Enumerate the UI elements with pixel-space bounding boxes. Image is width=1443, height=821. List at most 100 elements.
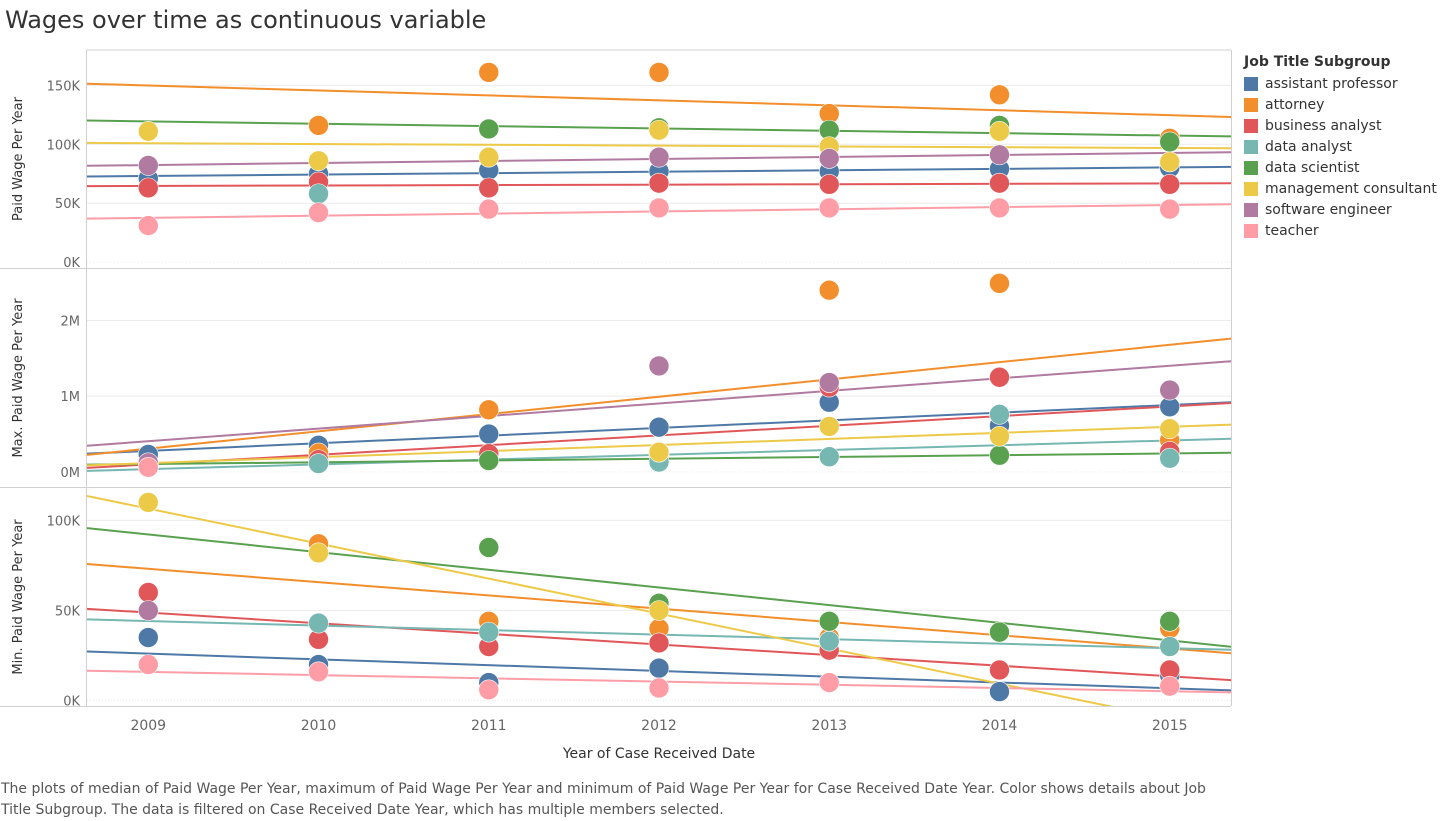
data-point[interactable] bbox=[1159, 447, 1181, 469]
data-point[interactable] bbox=[478, 423, 500, 445]
data-point[interactable] bbox=[989, 144, 1010, 166]
legend-swatch bbox=[1244, 76, 1258, 91]
data-point[interactable] bbox=[818, 279, 840, 301]
data-point[interactable] bbox=[478, 118, 500, 140]
data-point[interactable] bbox=[818, 446, 840, 468]
data-point[interactable] bbox=[818, 174, 840, 195]
data-point[interactable] bbox=[478, 399, 500, 421]
data-point[interactable] bbox=[648, 632, 670, 654]
data-point[interactable] bbox=[989, 121, 1010, 142]
x-tick-label: 2012 bbox=[641, 718, 677, 734]
data-point[interactable] bbox=[137, 600, 159, 621]
data-point[interactable] bbox=[989, 273, 1010, 294]
data-point[interactable] bbox=[1159, 675, 1181, 697]
data-point[interactable] bbox=[137, 654, 159, 675]
data-point[interactable] bbox=[818, 148, 840, 169]
trend-line bbox=[87, 360, 1231, 447]
legend-items: assistant professor attorney business anal… bbox=[1244, 73, 1440, 241]
data-point[interactable] bbox=[308, 542, 329, 564]
data-point[interactable] bbox=[478, 450, 500, 471]
data-point[interactable] bbox=[308, 453, 329, 474]
legend-item[interactable]: software engineer bbox=[1244, 199, 1440, 220]
data-point[interactable] bbox=[137, 627, 159, 648]
data-point[interactable] bbox=[137, 492, 159, 513]
data-point[interactable] bbox=[648, 62, 670, 83]
data-point[interactable] bbox=[308, 612, 329, 634]
data-point[interactable] bbox=[648, 355, 670, 377]
data-point[interactable] bbox=[478, 146, 500, 168]
legend: Job Title Subgroup assistant professor at… bbox=[1244, 54, 1440, 241]
data-point[interactable] bbox=[818, 630, 840, 652]
data-point[interactable] bbox=[818, 372, 840, 393]
legend-item[interactable]: data analyst bbox=[1244, 136, 1440, 157]
data-point[interactable] bbox=[648, 119, 670, 141]
data-point[interactable] bbox=[648, 146, 670, 168]
data-point[interactable] bbox=[137, 582, 159, 603]
data-point[interactable] bbox=[478, 679, 500, 701]
data-point[interactable] bbox=[1159, 418, 1181, 440]
data-point[interactable] bbox=[648, 441, 670, 463]
data-point[interactable] bbox=[308, 150, 329, 172]
data-point[interactable] bbox=[137, 177, 159, 199]
data-point[interactable] bbox=[989, 425, 1010, 447]
y-tick-label: 50K bbox=[55, 605, 81, 620]
data-point[interactable] bbox=[478, 62, 500, 83]
data-point[interactable] bbox=[989, 84, 1010, 106]
data-point[interactable] bbox=[989, 659, 1010, 681]
data-point[interactable] bbox=[137, 215, 159, 236]
data-point[interactable] bbox=[137, 121, 159, 142]
x-tick-label: 2009 bbox=[130, 718, 166, 734]
data-point[interactable] bbox=[989, 681, 1010, 702]
data-point[interactable] bbox=[478, 177, 500, 199]
data-point[interactable] bbox=[989, 404, 1010, 425]
data-point[interactable] bbox=[818, 197, 840, 219]
data-point[interactable] bbox=[818, 416, 840, 437]
x-tick-label: 2013 bbox=[811, 718, 847, 734]
data-point[interactable] bbox=[648, 677, 670, 699]
data-point[interactable] bbox=[478, 621, 500, 643]
data-point[interactable] bbox=[989, 444, 1010, 466]
data-point[interactable] bbox=[1159, 611, 1181, 632]
chart-title: Wages over time as continuous variable bbox=[5, 6, 487, 34]
data-point[interactable] bbox=[308, 115, 329, 136]
legend-item[interactable]: data scientist bbox=[1244, 157, 1440, 178]
legend-item[interactable]: business analyst bbox=[1244, 115, 1440, 136]
data-point[interactable] bbox=[308, 183, 329, 205]
data-point[interactable] bbox=[308, 202, 329, 223]
legend-item[interactable]: management consultant bbox=[1244, 178, 1440, 199]
data-point[interactable] bbox=[648, 197, 670, 219]
data-point[interactable] bbox=[1159, 379, 1181, 401]
data-point[interactable] bbox=[478, 198, 500, 220]
legend-label: software engineer bbox=[1265, 201, 1392, 218]
legend-item[interactable]: teacher bbox=[1244, 220, 1440, 241]
data-point[interactable] bbox=[648, 657, 670, 679]
y-tick-label: 100K bbox=[47, 138, 81, 153]
data-point[interactable] bbox=[989, 172, 1010, 194]
data-point[interactable] bbox=[1159, 131, 1181, 153]
legend-item[interactable]: assistant professor bbox=[1244, 73, 1440, 94]
y-tick-label: 150K bbox=[47, 79, 81, 94]
y-tick-label: 50K bbox=[55, 197, 81, 212]
data-point[interactable] bbox=[989, 197, 1010, 219]
data-point[interactable] bbox=[818, 672, 840, 693]
data-point[interactable] bbox=[1159, 198, 1181, 220]
data-point[interactable] bbox=[478, 537, 500, 558]
legend-item[interactable]: attorney bbox=[1244, 94, 1440, 115]
data-point[interactable] bbox=[989, 366, 1010, 388]
data-point[interactable] bbox=[648, 172, 670, 194]
y-tick-label: 1M bbox=[61, 390, 81, 405]
data-point[interactable] bbox=[308, 661, 329, 683]
data-point[interactable] bbox=[989, 621, 1010, 643]
data-point[interactable] bbox=[1159, 174, 1181, 195]
data-point[interactable] bbox=[648, 416, 670, 438]
y-tick-label: 2M bbox=[61, 314, 81, 329]
data-point[interactable] bbox=[137, 155, 159, 176]
trend-line bbox=[87, 527, 1231, 648]
trend-line bbox=[87, 337, 1231, 456]
data-point[interactable] bbox=[1159, 636, 1181, 657]
data-point[interactable] bbox=[137, 457, 159, 478]
data-point[interactable] bbox=[1159, 151, 1181, 173]
trend-line bbox=[87, 141, 1231, 150]
data-point[interactable] bbox=[818, 611, 840, 632]
data-point[interactable] bbox=[648, 600, 670, 621]
